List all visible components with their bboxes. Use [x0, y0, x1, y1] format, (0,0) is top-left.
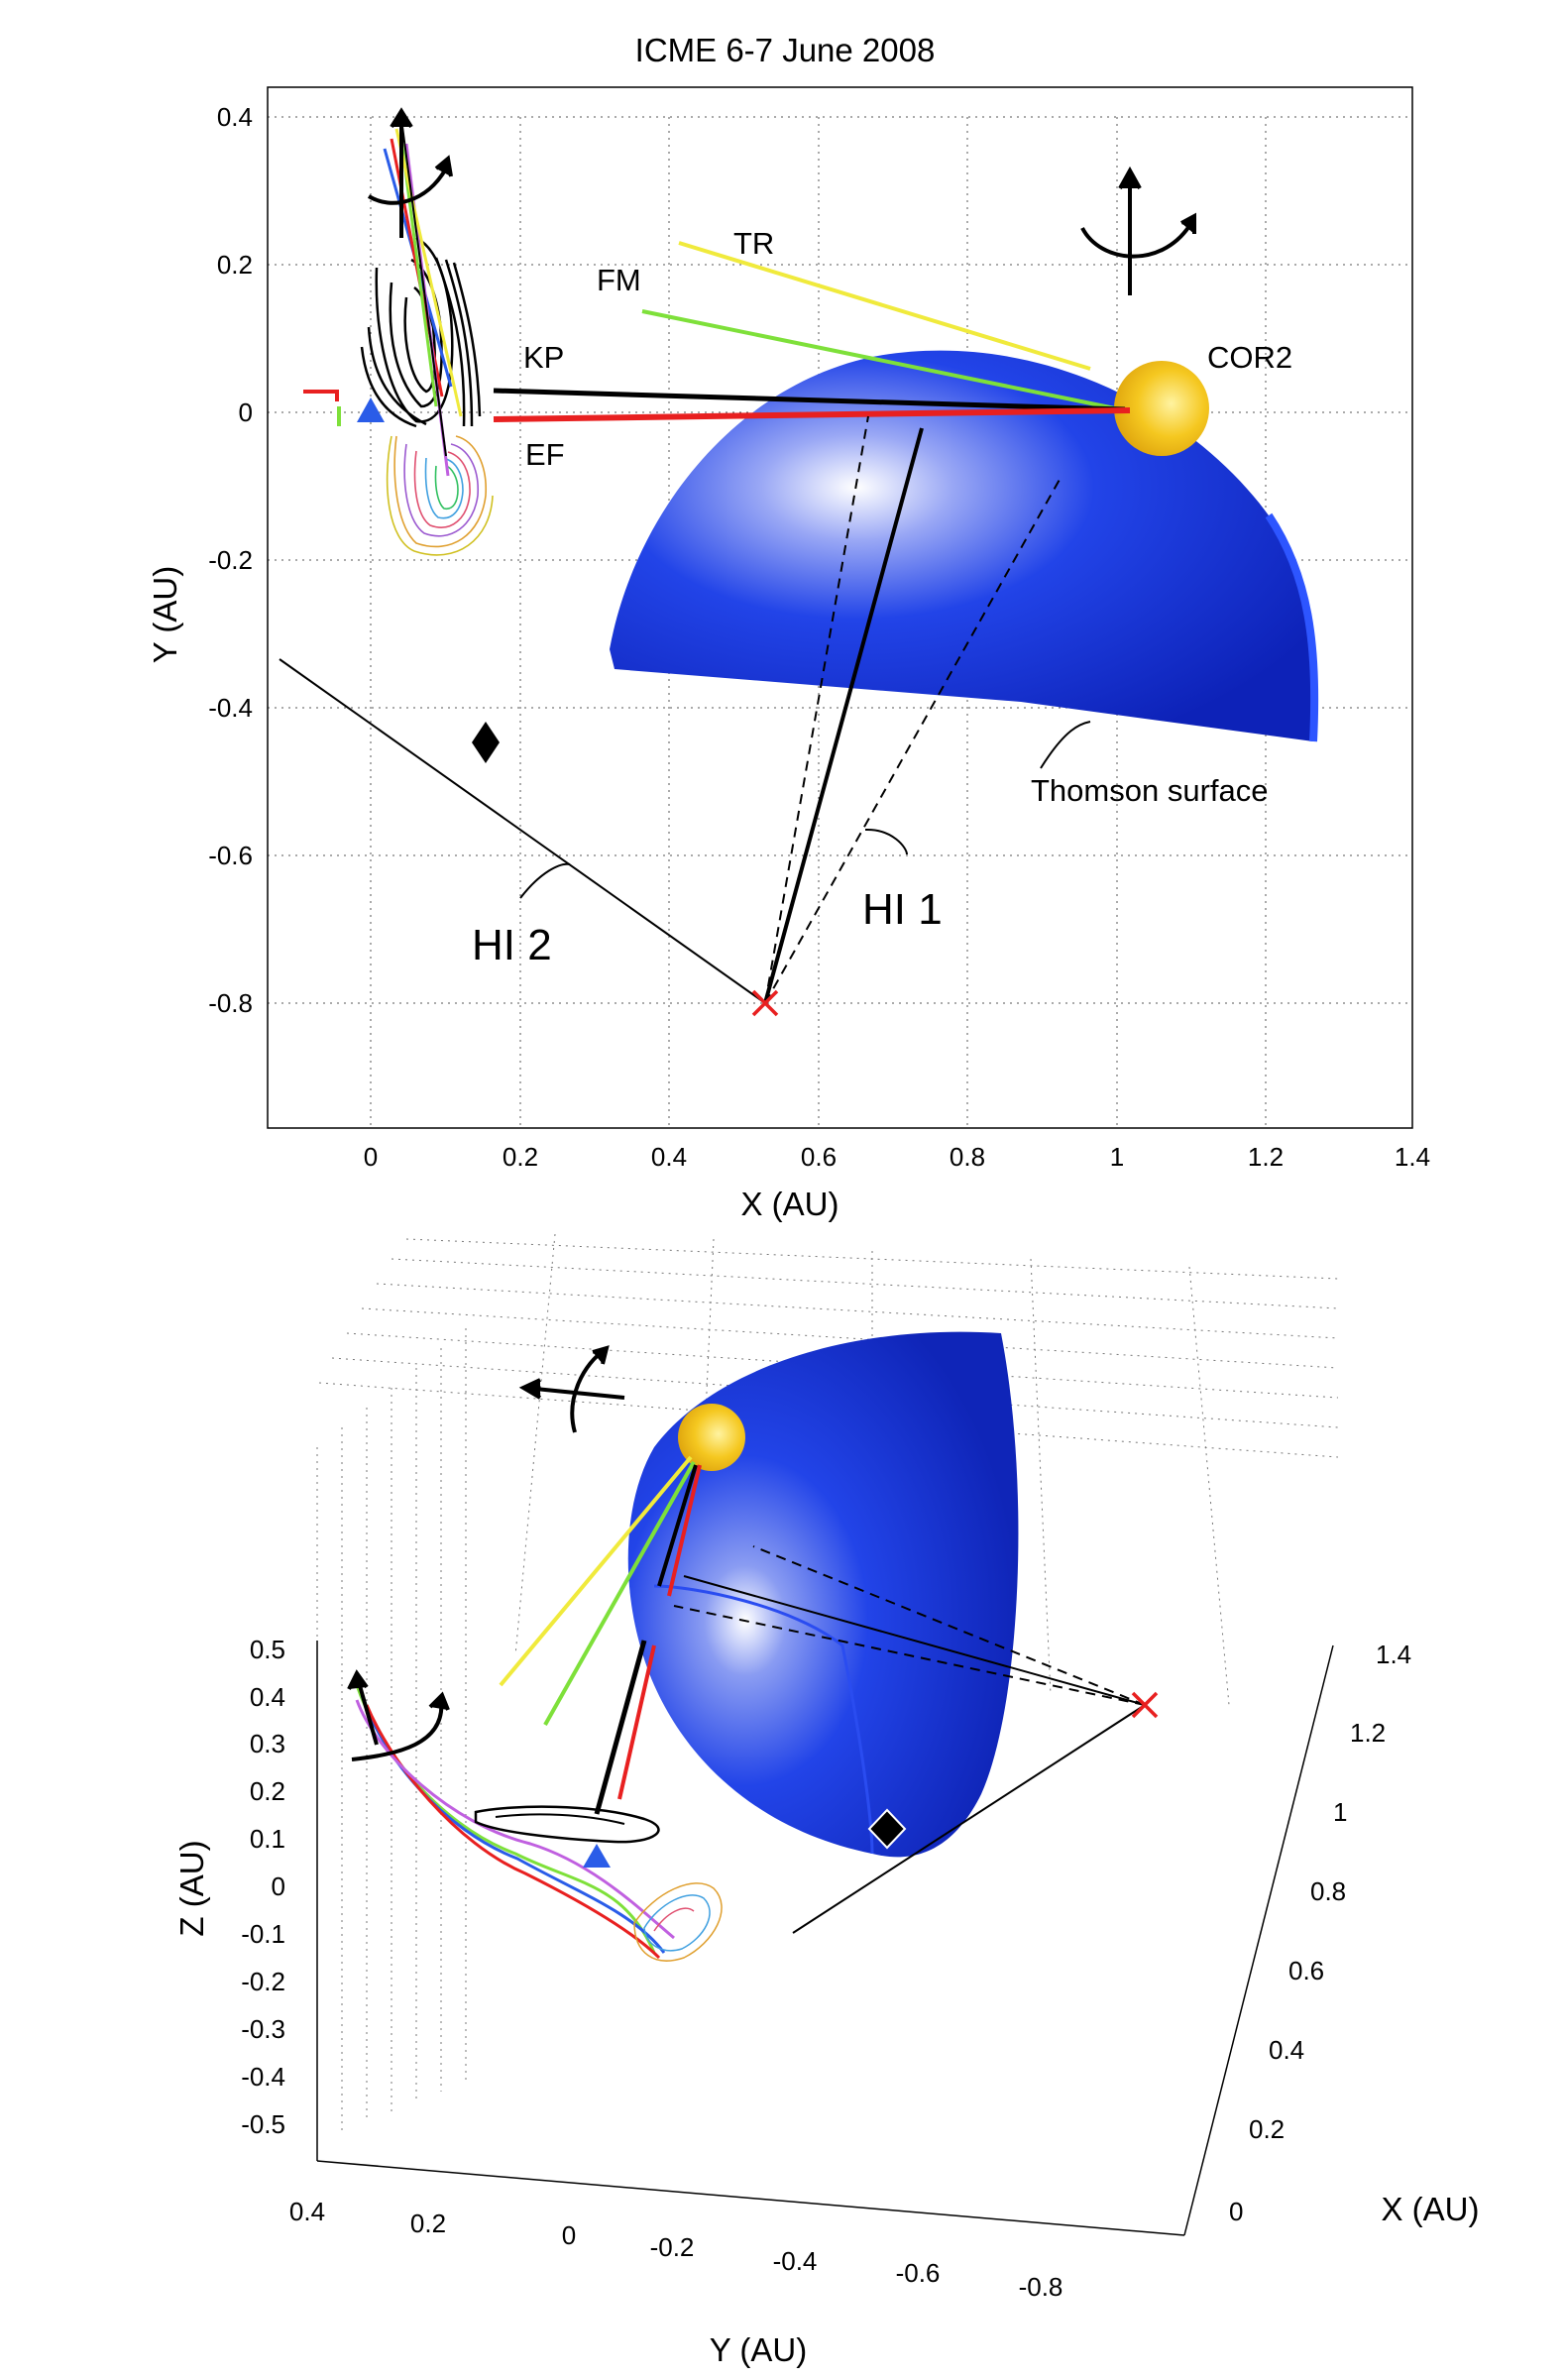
z-tick: 0	[272, 1871, 285, 1901]
y-tick: -0.8	[1019, 2272, 1063, 2302]
diamond-marker-3d	[867, 1808, 907, 1850]
top-axes-box	[267, 86, 1413, 1129]
rotation-arrow-icon-cor2	[1080, 166, 1196, 295]
ray-kp-3d-lower	[594, 1640, 647, 1815]
thomson-sphere-3d	[627, 1331, 1019, 1858]
y-tick: -0.2	[208, 545, 253, 575]
ray-kp-3d	[657, 1464, 698, 1587]
label-hi2: HI 2	[472, 921, 552, 969]
origin-red-mark	[303, 390, 339, 401]
sun-cor2	[1114, 361, 1209, 456]
bottom-zlabel: Z (AU)	[173, 1840, 210, 1936]
x-tick: 0.4	[651, 1142, 687, 1172]
bottom-x-ticks: 1.4 1.2 1 0.8 0.6 0.4 0.2 0	[1229, 1640, 1411, 2226]
sphere-cut-edge	[653, 1584, 874, 1855]
x-tick: 1.4	[1376, 1640, 1411, 1669]
ray-tr-3d	[499, 1455, 693, 1687]
x-tick: 0.2	[503, 1142, 538, 1172]
z-tick: 0.4	[250, 1682, 285, 1712]
triangle-marker	[357, 397, 385, 422]
label-tr: TR	[733, 226, 774, 261]
y-tick: -0.4	[773, 2246, 818, 2276]
y-tick: 0	[562, 2220, 576, 2250]
y-tick: 0.2	[217, 250, 253, 280]
bottom-plot: 0.5 0.4 0.3 0.2 0.1 0 -0.1 -0.2 -0.3 -0.…	[173, 1233, 1480, 2368]
line-fm	[641, 309, 1116, 410]
top-ylabel: Y (AU)	[147, 566, 183, 663]
y-tick: 0	[239, 397, 253, 427]
z-tick: 0.5	[250, 1635, 285, 1664]
flux-rope-3d	[355, 1684, 675, 1960]
x-tick: 1	[1110, 1142, 1124, 1172]
x-tick: 0.8	[950, 1142, 985, 1172]
z-tick: 0.1	[250, 1824, 285, 1854]
contours-3d	[474, 1805, 723, 1962]
diamond-marker	[472, 722, 500, 763]
label-hi1: HI 1	[862, 885, 943, 934]
x-tick: 0.8	[1310, 1876, 1346, 1906]
x-tick: 1.4	[1395, 1142, 1430, 1172]
spacecraft-x-marker	[751, 989, 779, 1017]
label-fm: FM	[597, 263, 641, 297]
y-tick: -0.6	[208, 841, 253, 870]
rotation-arrow-icon-3d	[347, 1669, 450, 1761]
top-xlabel: X (AU)	[741, 1186, 839, 1222]
figure-title: ICME 6-7 June 2008	[635, 32, 936, 68]
z-tick: -0.5	[241, 2109, 285, 2139]
rotation-arrow-icon	[367, 107, 453, 238]
x-tick: 1.2	[1248, 1142, 1284, 1172]
bottom-axes-lines	[316, 1641, 1334, 2236]
y-tick: -0.6	[896, 2258, 941, 2288]
y-tick: 0.4	[289, 2197, 325, 2226]
hi-fov-lines-3d	[673, 1545, 1146, 1934]
z-tick: -0.3	[241, 2014, 285, 2044]
y-tick: 0.4	[217, 102, 253, 132]
z-tick: 0.3	[250, 1729, 285, 1758]
ray-ef-3d-lower	[617, 1644, 656, 1800]
triangle-marker-3d	[583, 1844, 611, 1868]
spacecraft-x-marker-3d	[1131, 1691, 1159, 1719]
label-kp: KP	[523, 340, 564, 375]
z-tick: -0.4	[241, 2062, 285, 2092]
z-tick: -0.1	[241, 1919, 285, 1949]
x-tick: 0	[1229, 2197, 1243, 2226]
x-tick: 0.6	[1288, 1956, 1324, 1985]
rotation-arrow-icon-3d-sun	[518, 1345, 625, 1433]
bottom-xlabel: X (AU)	[1382, 2191, 1480, 2227]
bottom-ylabel: Y (AU)	[710, 2331, 807, 2368]
label-thomson-surface: Thomson surface	[1031, 773, 1269, 808]
label-cor2: COR2	[1207, 340, 1292, 375]
sphere-rim	[1265, 512, 1319, 742]
label-ef: EF	[525, 437, 565, 472]
top-plot: TR FM KP EF COR2 Thomson surface HI 1 HI…	[147, 86, 1430, 1222]
top-x-ticks: 0 0.2 0.4 0.6 0.8 1 1.2 1.4	[364, 1142, 1430, 1172]
bottom-y-ticks: 0.4 0.2 0 -0.2 -0.4 -0.6 -0.8	[289, 2197, 1063, 2302]
x-tick: 0.6	[801, 1142, 837, 1172]
x-tick: 1.2	[1350, 1718, 1386, 1748]
y-tick: -0.8	[208, 988, 253, 1018]
hi-fov-lines	[279, 415, 1091, 1004]
y-tick: -0.4	[208, 693, 253, 723]
z-ticks: 0.5 0.4 0.3 0.2 0.1 0 -0.1 -0.2 -0.3 -0.…	[241, 1635, 285, 2139]
colored-contours	[386, 435, 494, 556]
x-tick: 1	[1333, 1797, 1347, 1827]
ray-fm-3d	[543, 1461, 696, 1726]
line-ef	[493, 407, 1131, 422]
x-tick: 0	[364, 1142, 378, 1172]
x-tick: 0.4	[1269, 2035, 1304, 2065]
line-kp	[493, 388, 1126, 412]
y-tick: -0.2	[650, 2232, 695, 2262]
z-tick: 0.2	[250, 1776, 285, 1806]
y-tick: 0.2	[410, 2209, 446, 2238]
sun-3d	[678, 1404, 745, 1471]
z-tick: -0.2	[241, 1967, 285, 1996]
x-tick: 0.2	[1249, 2114, 1285, 2144]
line-tr	[678, 241, 1091, 371]
ray-ef-3d	[667, 1464, 702, 1597]
top-y-ticks: 0.4 0.2 0 -0.2 -0.4 -0.6 -0.8	[208, 102, 253, 1018]
